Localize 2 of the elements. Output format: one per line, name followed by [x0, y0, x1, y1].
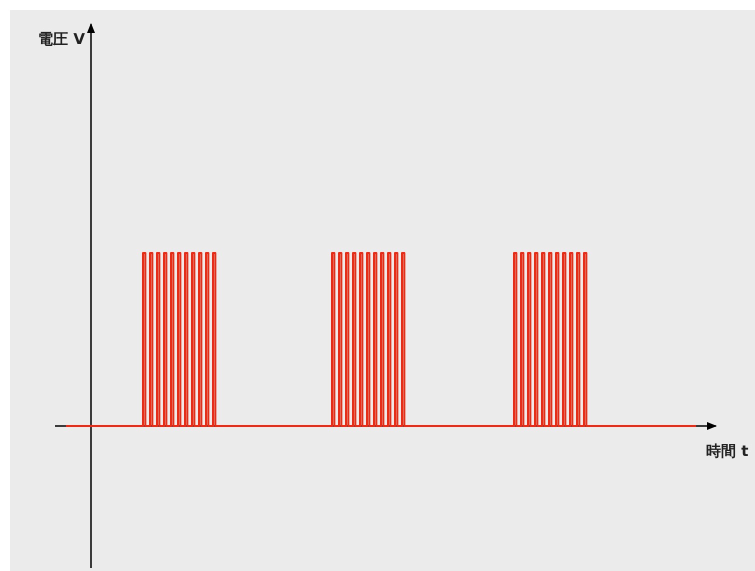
- x-axis-title: 時間 t: [706, 442, 748, 460]
- text: 電圧 V: [38, 30, 86, 48]
